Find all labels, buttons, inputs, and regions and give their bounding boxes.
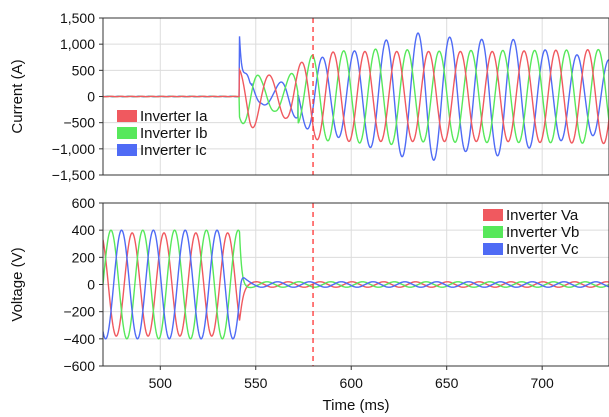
legend-swatch: [483, 209, 503, 221]
y-tick-label: −400: [63, 331, 95, 347]
y-tick-label: −1,500: [52, 167, 95, 183]
y-tick-label: −1,000: [52, 141, 95, 157]
voltage-series: [103, 229, 609, 340]
voltage-plot-frame: [102, 202, 609, 367]
legend-swatch: [483, 243, 503, 255]
legend-label: Inverter Va: [506, 207, 579, 224]
legend-label: Inverter Vb: [506, 224, 579, 241]
legend-swatch: [117, 144, 137, 156]
y-tick-label: 600: [72, 195, 96, 211]
y-tick-label: 500: [72, 62, 96, 78]
legend-label: Inverter Ic: [140, 142, 207, 159]
x-tick-label: 650: [435, 375, 459, 391]
legend-label: Inverter Vc: [506, 241, 579, 258]
legend-swatch: [117, 127, 137, 139]
voltage-y-tick-labels: −600 −400 −200 0 200 400 600: [63, 195, 103, 374]
y-tick-label: 1,500: [60, 10, 95, 26]
voltage-y-axis-label: Voltage (V): [9, 247, 26, 321]
x-tick-label: 500: [149, 375, 173, 391]
series-line-inverter-vb: [103, 229, 609, 340]
legend-label: Inverter Ia: [140, 108, 208, 125]
y-tick-label: −500: [63, 115, 95, 131]
legend-label: Inverter Ib: [140, 125, 208, 142]
x-axis-label: Time (ms): [323, 397, 390, 414]
legend-swatch: [483, 226, 503, 238]
current-panel: −1,500 −1,000 −500 0 500 1,000 1,500 Current (…: [9, 10, 609, 183]
current-series: [103, 32, 609, 162]
legend-swatch: [117, 110, 137, 122]
x-tick-label: 700: [530, 375, 554, 391]
y-tick-label: 200: [72, 249, 96, 265]
y-tick-label: 400: [72, 222, 96, 238]
voltage-x-tick-labels: 500 550 600 650 700: [149, 366, 554, 391]
current-y-tick-labels: −1,500 −1,000 −500 0 500 1,000 1,500: [52, 10, 103, 183]
y-tick-label: 0: [87, 89, 95, 105]
x-tick-label: 600: [340, 375, 364, 391]
series-line-inverter-ia: [103, 49, 609, 145]
y-tick-label: 0: [87, 277, 95, 293]
current-y-axis-label: Current (A): [9, 59, 26, 133]
voltage-panel: −600 −400 −200 0 200 400 600 500 550 600 650 700 V…: [9, 195, 609, 414]
series-line-inverter-vc: [103, 229, 609, 340]
y-tick-label: −200: [63, 304, 95, 320]
y-tick-label: −600: [63, 358, 95, 374]
x-tick-label: 550: [244, 375, 268, 391]
y-tick-label: 1,000: [60, 36, 95, 52]
current-plot-frame: [102, 17, 609, 176]
series-line-inverter-va: [103, 232, 609, 337]
